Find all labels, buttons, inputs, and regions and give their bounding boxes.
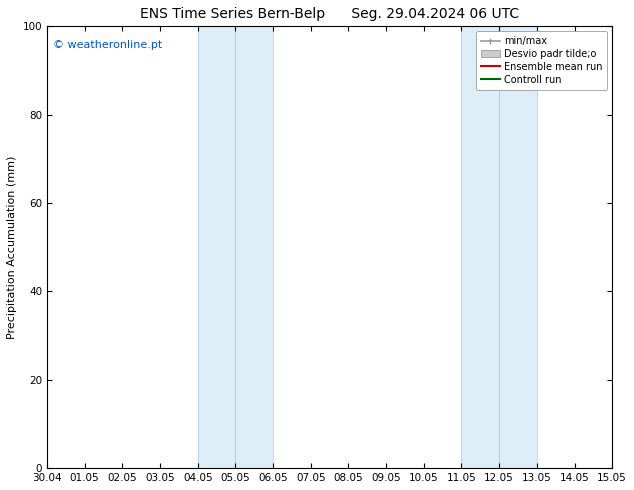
Legend: min/max, Desvio padr tilde;o, Ensemble mean run, Controll run: min/max, Desvio padr tilde;o, Ensemble m… — [476, 31, 607, 90]
Text: © weatheronline.pt: © weatheronline.pt — [53, 40, 162, 49]
Y-axis label: Precipitation Accumulation (mm): Precipitation Accumulation (mm) — [7, 155, 17, 339]
Title: ENS Time Series Bern-Belp      Seg. 29.04.2024 06 UTC: ENS Time Series Bern-Belp Seg. 29.04.202… — [140, 7, 519, 21]
Bar — [462, 26, 499, 468]
Bar — [499, 26, 537, 468]
Bar — [198, 26, 235, 468]
Bar — [235, 26, 273, 468]
